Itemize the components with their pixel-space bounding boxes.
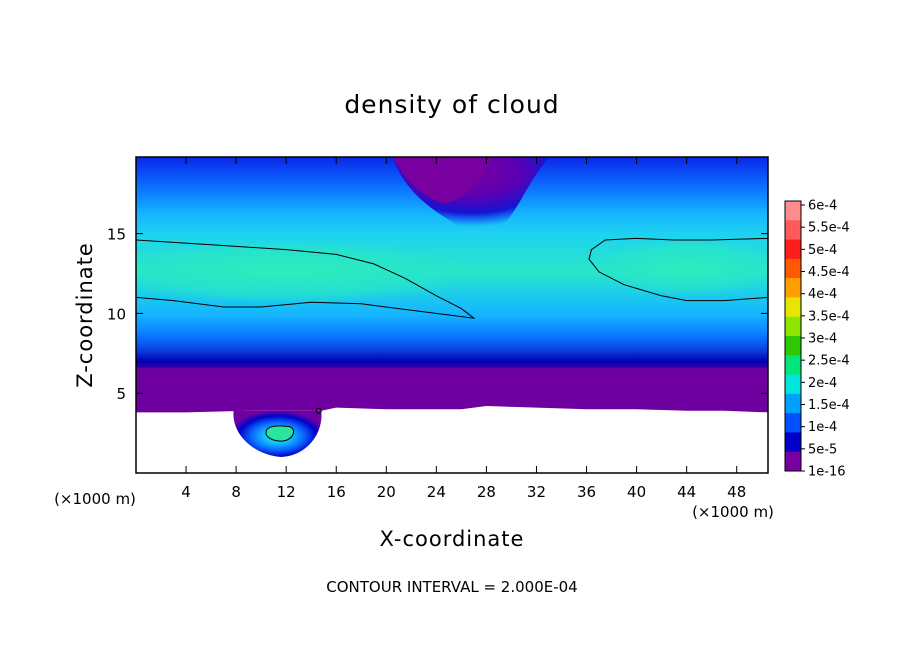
band-left <box>136 239 474 304</box>
colorbar-label: 5e-5 <box>808 442 837 457</box>
colorbar-swatch <box>785 201 801 221</box>
colorbar-swatch <box>785 393 801 414</box>
y-axis: 5 10 15 <box>107 226 768 403</box>
x-tick-label: 36 <box>577 483 596 501</box>
x-unit-label: (×1000 m) <box>692 503 774 521</box>
x-tick-label: 4 <box>181 483 191 501</box>
colorbar-swatch <box>785 432 801 453</box>
contour-small <box>315 407 322 414</box>
dry-tongue-core <box>392 157 493 204</box>
colorbar-swatch <box>785 413 801 433</box>
colorbar-swatch <box>785 451 801 472</box>
colorbar-swatch <box>785 258 801 279</box>
colorbar-swatch <box>785 336 801 356</box>
colorbar-swatch <box>785 220 801 241</box>
plot-frame <box>135 156 769 474</box>
colorbar-label: 3.5e-4 <box>808 309 850 324</box>
contour-interval-note: CONTOUR INTERVAL = 2.000E-04 <box>326 578 577 596</box>
colorbar-label: 2.5e-4 <box>808 354 850 369</box>
x-tick-label: 20 <box>377 483 396 501</box>
density-field <box>136 157 768 458</box>
x-tick-label: 16 <box>327 483 346 501</box>
x-axis: 4 8 12 16 20 24 28 32 36 40 44 48 <box>181 157 746 501</box>
colorbar-label: 2e-4 <box>808 376 837 391</box>
x-tick-label: 12 <box>277 483 296 501</box>
colorbar-label: 1.5e-4 <box>808 398 850 413</box>
colorbar: 6e-4 5.5e-4 5e-4 4.5e-4 4e-4 3.5e-4 3e-4 2.5e-4… <box>784 199 850 480</box>
colorbar-swatch <box>785 374 801 395</box>
colorbar-swatch <box>785 239 801 260</box>
colorbar-label: 4.5e-4 <box>808 265 850 280</box>
contour-left <box>136 239 476 319</box>
colorbar-frame <box>784 200 802 472</box>
colorbar-label: 4e-4 <box>808 287 837 302</box>
colorbar-label: 5.5e-4 <box>808 221 850 236</box>
x-tick-label: 48 <box>727 483 746 501</box>
y-tick-label: 15 <box>107 226 126 244</box>
colorbar-swatch <box>785 316 801 337</box>
colorbar-label: 1e-16 <box>808 465 846 480</box>
band-right <box>592 238 768 296</box>
chart-title: density of cloud <box>344 90 559 119</box>
colorbar-label: 6e-4 <box>808 199 837 214</box>
colorbar-label: 5e-4 <box>808 243 837 258</box>
colorbar-swatch <box>785 297 801 318</box>
colorbar-swatch <box>785 278 801 298</box>
x-tick-label: 32 <box>527 483 546 501</box>
colorbar-label: 3e-4 <box>808 332 837 347</box>
y-tick-label: 5 <box>116 385 126 403</box>
y-unit-label: (×1000 m) <box>54 490 136 508</box>
contour-core <box>265 425 294 442</box>
x-tick-label: 40 <box>627 483 646 501</box>
x-tick-label: 28 <box>477 483 496 501</box>
y-tick-label: 10 <box>107 305 126 323</box>
y-axis-label: Z-coordinate <box>73 242 97 388</box>
x-tick-label: 24 <box>427 483 446 501</box>
x-tick-label: 44 <box>677 483 696 501</box>
colorbar-label: 1e-4 <box>808 420 837 435</box>
x-axis-label: X-coordinate <box>380 527 525 551</box>
colorbar-swatch <box>785 355 801 376</box>
contour-right <box>588 237 768 302</box>
x-tick-label: 8 <box>231 483 241 501</box>
